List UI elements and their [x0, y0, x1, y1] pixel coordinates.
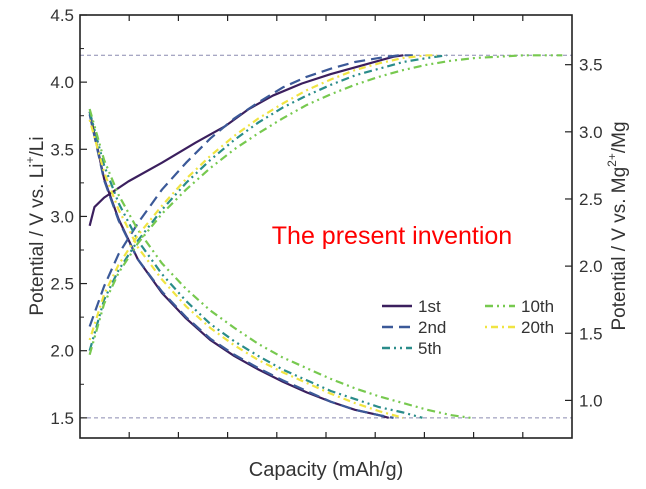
series-line-2nd-discharge [88, 114, 394, 419]
series-line-1st-charge [88, 54, 404, 227]
reference-lines [80, 54, 572, 419]
series-line-2nd-charge [88, 54, 413, 327]
x-ticks [128, 15, 524, 438]
series-line-1st-discharge [88, 111, 390, 419]
legend-label-1st: 1st [418, 297, 441, 316]
y-left-axis: 1.5 2.0 2.5 3.0 3.5 4.0 4.5 [50, 6, 87, 428]
legend: 1st 2nd 5th 10th 20th [382, 297, 554, 358]
y-right-tick-label: 2.0 [579, 257, 603, 276]
series-line-10th-charge [88, 54, 563, 356]
y-left-tick-label: 4.5 [50, 6, 74, 25]
annotation-text: The present invention [272, 222, 512, 250]
y-left-tick-label: 2.5 [50, 275, 74, 294]
y-right-axis-label-base: Potential / V vs. Mg [609, 167, 630, 331]
series-line-20th-charge [88, 54, 437, 341]
data-series [88, 54, 563, 419]
legend-label-10th: 10th [521, 297, 554, 316]
y-left-tick-label: 3.0 [50, 207, 74, 226]
y-left-tick-label: 1.5 [50, 409, 74, 428]
y-right-tick-label: 3.0 [579, 123, 603, 142]
y-right-axis-label-tail: /Mg [609, 121, 630, 153]
series-line-20th-discharge [88, 119, 404, 419]
legend-label-2nd: 2nd [418, 318, 446, 337]
legend-label-5th: 5th [418, 339, 442, 358]
y-left-axis-label-base: Potential / V vs. Li [27, 164, 48, 316]
y-left-axis-label-tail: /Li [27, 136, 48, 156]
series-line-5th-discharge [88, 111, 423, 419]
y-right-axis-label: Potential / V vs. Mg2+/Mg [605, 121, 630, 330]
y-right-axis-label-sup: 2+ [605, 153, 619, 167]
y-left-tick-label: 2.0 [50, 342, 74, 361]
series-line-5th-charge [88, 54, 447, 352]
y-right-tick-label: 1.0 [579, 391, 603, 410]
y-right-tick-label: 2.5 [579, 190, 603, 209]
y-left-tick-label: 3.5 [50, 140, 74, 159]
legend-label-20th: 20th [521, 318, 554, 337]
y-left-tick-label: 4.0 [50, 73, 74, 92]
y-right-axis: 1.0 1.5 2.0 2.5 3.0 3.5 [565, 56, 603, 410]
y-right-tick-label: 3.5 [579, 56, 603, 75]
y-right-tick-label: 1.5 [579, 324, 603, 343]
x-axis-label: Capacity (mAh/g) [249, 459, 404, 481]
y-left-axis-label-sup: + [23, 156, 37, 163]
y-left-axis-label: Potential / V vs. Li+/Li [23, 136, 48, 315]
series-line-10th-discharge [88, 108, 471, 419]
